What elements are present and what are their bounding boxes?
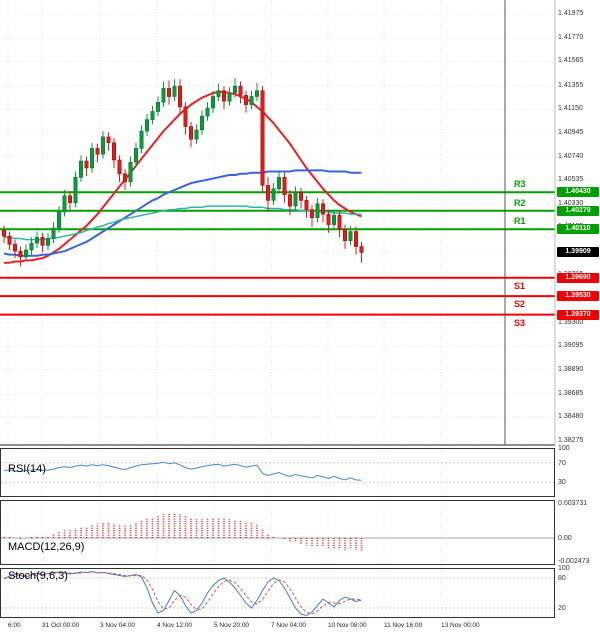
candlestick-series <box>1 78 364 267</box>
macd-histogram <box>3 513 363 552</box>
rsi-line <box>3 461 362 481</box>
ma-red <box>4 90 362 264</box>
macd-panel-border <box>0 500 555 565</box>
gridlines <box>0 0 555 618</box>
stoch-d-line <box>3 571 362 615</box>
support-resistance-lines <box>0 191 555 316</box>
rsi-panel-border <box>0 448 555 497</box>
ma-teal <box>4 205 362 241</box>
stoch-panel-border <box>0 568 555 618</box>
ma-blue <box>3 169 362 257</box>
